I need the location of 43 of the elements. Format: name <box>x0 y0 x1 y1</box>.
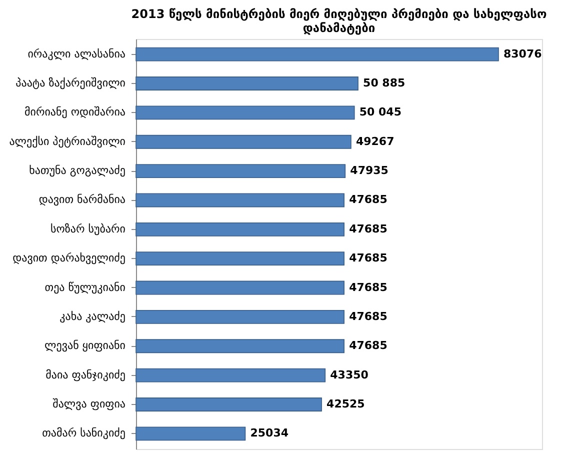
data-label: 50 045 <box>359 106 402 119</box>
y-tick-label: პაატა ზაქარეიშვილი <box>16 76 126 90</box>
bar <box>136 280 344 295</box>
bar <box>136 47 499 62</box>
chart-title: 2013 წელს მინისტრების მიერ მიღებული პრემიები და სახელფასო დანამატები <box>131 7 547 35</box>
y-tick-label: ლევან ყიფიანი <box>44 339 126 352</box>
bar <box>136 106 355 120</box>
bar <box>136 398 322 412</box>
data-label: 47685 <box>349 222 388 236</box>
bar <box>136 310 344 324</box>
y-tick-label: სოზარ სუბარი <box>50 222 126 236</box>
bar <box>136 368 326 382</box>
y-tick-label: კახა კალაძე <box>60 310 126 323</box>
data-label: 47685 <box>349 339 388 352</box>
data-label: 43350 <box>330 368 369 382</box>
y-tick-label: თამარ სანიკიძე <box>42 426 126 440</box>
bar <box>136 339 344 354</box>
data-label: 49267 <box>356 134 394 148</box>
bar <box>136 426 246 441</box>
bar <box>136 222 344 236</box>
data-label: 25034 <box>250 426 289 440</box>
y-tick-label: ალექსი პეტრიაშვილი <box>9 134 126 148</box>
data-label: 47685 <box>349 280 388 294</box>
y-tick-label: ირაკლი ალასანია <box>28 47 126 60</box>
y-tick-label: დავით დარახველიძე <box>12 252 126 265</box>
bar <box>136 76 358 90</box>
bar <box>136 164 346 178</box>
data-label: 42525 <box>326 398 365 410</box>
bar <box>136 252 344 266</box>
data-label: 47685 <box>349 193 388 206</box>
data-label: 50 885 <box>363 76 406 90</box>
bar <box>136 134 352 149</box>
y-tick-label: თეა წულუკიანი <box>44 280 126 294</box>
data-label: 47685 <box>349 310 388 323</box>
data-label: 47935 <box>350 164 388 178</box>
y-tick-label: მაია ფანჯიკიძე <box>46 368 126 382</box>
data-label: 83076 <box>504 47 542 60</box>
y-tick-label: მირიანე ოდიშარია <box>24 106 126 119</box>
y-tick-label: ხათუნა გოგალაძე <box>29 164 126 178</box>
y-tick-label: შალვა ფიფია <box>52 398 126 410</box>
data-label: 47685 <box>349 252 388 265</box>
y-tick-label: დავით ნარმანია <box>38 193 126 206</box>
bar <box>136 193 344 208</box>
